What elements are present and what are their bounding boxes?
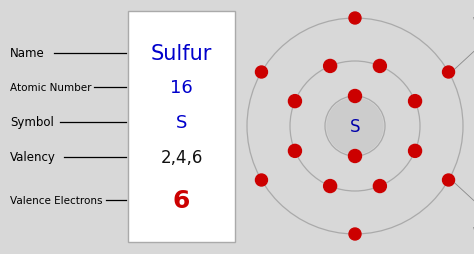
Text: Symbol: Symbol: [10, 116, 54, 129]
Circle shape: [289, 95, 301, 108]
Circle shape: [255, 174, 267, 186]
Text: Sulfur: Sulfur: [151, 43, 212, 63]
Circle shape: [348, 150, 362, 163]
Circle shape: [324, 180, 337, 193]
Text: Atomic Number: Atomic Number: [10, 83, 91, 93]
Circle shape: [409, 95, 421, 108]
Text: Valence Electrons: Valence Electrons: [10, 196, 102, 205]
Circle shape: [348, 90, 362, 103]
Circle shape: [349, 228, 361, 240]
Text: 16: 16: [170, 79, 193, 97]
Text: S: S: [176, 114, 187, 131]
Text: Valence Electrons: Valence Electrons: [454, 182, 474, 235]
Text: Name: Name: [10, 47, 45, 60]
Circle shape: [349, 13, 361, 25]
Text: 6: 6: [173, 189, 190, 213]
Circle shape: [374, 180, 386, 193]
Text: 2,4,6: 2,4,6: [160, 148, 203, 166]
Circle shape: [324, 60, 337, 73]
Circle shape: [443, 174, 455, 186]
Circle shape: [255, 67, 267, 79]
Text: Valency: Valency: [10, 150, 56, 163]
Circle shape: [374, 60, 386, 73]
Circle shape: [289, 145, 301, 158]
Circle shape: [443, 67, 455, 79]
Circle shape: [409, 145, 421, 158]
Text: Valence Electrons: Valence Electrons: [454, 18, 474, 71]
Circle shape: [327, 99, 383, 154]
Text: S: S: [350, 118, 360, 135]
Bar: [128, 12, 235, 242]
